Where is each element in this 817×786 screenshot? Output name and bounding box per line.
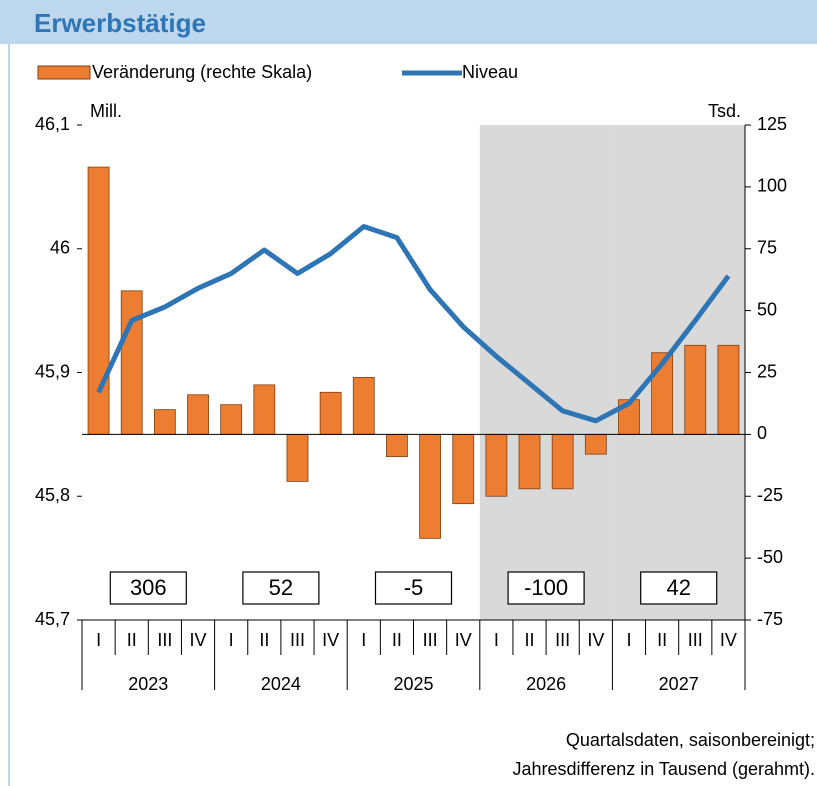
x-tick-label: III bbox=[555, 630, 570, 650]
x-tick-label: IV bbox=[190, 630, 207, 650]
y-tick-label: 45,8 bbox=[35, 485, 70, 505]
bar bbox=[253, 384, 276, 435]
shaded-region bbox=[479, 125, 613, 620]
x-tick-label: I bbox=[494, 630, 499, 650]
bar bbox=[485, 433, 508, 497]
y-tick-label: 45,7 bbox=[35, 609, 70, 629]
bar bbox=[153, 409, 176, 435]
x-tick-label: II bbox=[525, 630, 535, 650]
y2-tick-label: -25 bbox=[757, 485, 783, 505]
y2-tick-label: 50 bbox=[757, 299, 777, 319]
y-axis-label: Mill. bbox=[90, 101, 122, 121]
bar bbox=[87, 166, 110, 435]
annotation-box bbox=[374, 571, 453, 605]
note: Quartalsdaten, saisonbereinigt; bbox=[566, 730, 815, 750]
y-tick-label: 45,9 bbox=[35, 361, 70, 381]
line bbox=[96, 224, 731, 424]
x-tick-label: I bbox=[626, 630, 631, 650]
legend-swatch bbox=[37, 65, 91, 80]
x-tick-label: III bbox=[423, 630, 438, 650]
year-label: 2025 bbox=[393, 674, 433, 694]
annotation-box bbox=[109, 571, 187, 605]
bar bbox=[452, 433, 475, 505]
x-tick-label: IV bbox=[720, 630, 737, 650]
chart-title: Erwerbstätige bbox=[34, 8, 206, 38]
annotation: -100 bbox=[524, 575, 568, 600]
x-tick-label: I bbox=[361, 630, 366, 650]
y2-tick-label: -75 bbox=[757, 609, 783, 629]
annotation: 42 bbox=[666, 575, 690, 600]
bar bbox=[518, 433, 541, 490]
x-tick-label: I bbox=[96, 630, 101, 650]
annotation: 306 bbox=[130, 575, 167, 600]
year-label: 2023 bbox=[128, 674, 168, 694]
bar bbox=[187, 394, 209, 435]
x-tick-label: II bbox=[259, 630, 269, 650]
bar bbox=[120, 290, 143, 435]
title-bar bbox=[0, 0, 817, 44]
y2-tick-label: 25 bbox=[757, 361, 777, 381]
bar bbox=[319, 391, 342, 435]
x-tick-label: III bbox=[290, 630, 305, 650]
annotation: 52 bbox=[269, 575, 293, 600]
year-label: 2024 bbox=[261, 674, 301, 694]
x-tick-label: II bbox=[392, 630, 402, 650]
bar bbox=[286, 433, 309, 482]
y2-tick-label: 100 bbox=[757, 176, 787, 196]
annotation: -5 bbox=[404, 575, 424, 600]
x-tick-label: II bbox=[657, 630, 667, 650]
bar bbox=[584, 433, 607, 455]
bar bbox=[386, 433, 408, 458]
bar bbox=[352, 377, 375, 435]
annotation-box bbox=[507, 571, 585, 605]
y2-tick-label: 75 bbox=[757, 238, 777, 258]
y2-tick-label: -50 bbox=[757, 547, 783, 567]
bar bbox=[419, 433, 441, 539]
x-tick-label: IV bbox=[322, 630, 339, 650]
legend-label: Niveau bbox=[462, 62, 518, 82]
y-tick-label: 46,1 bbox=[35, 114, 70, 134]
x-tick-label: I bbox=[229, 630, 234, 650]
annotation-box bbox=[242, 571, 320, 605]
x-tick-label: IV bbox=[455, 630, 472, 650]
bar bbox=[220, 404, 243, 435]
x-tick-label: III bbox=[688, 630, 703, 650]
x-tick-label: III bbox=[157, 630, 172, 650]
y2-tick-label: 0 bbox=[757, 423, 767, 443]
bar bbox=[551, 433, 574, 490]
legend-label: Veränderung (rechte Skala) bbox=[92, 62, 312, 82]
bar bbox=[684, 344, 707, 435]
bar bbox=[717, 344, 740, 435]
x-tick-label: II bbox=[127, 630, 137, 650]
annotation-box bbox=[640, 571, 718, 605]
y2-tick-label: 125 bbox=[757, 114, 787, 134]
note: Jahresdifferenz in Tausend (gerahmt). bbox=[512, 759, 815, 779]
y-tick-label: 46 bbox=[50, 238, 70, 258]
x-tick-label: IV bbox=[587, 630, 604, 650]
y2-axis-label: Tsd. bbox=[708, 101, 741, 121]
year-label: 2026 bbox=[526, 674, 566, 694]
year-label: 2027 bbox=[659, 674, 699, 694]
